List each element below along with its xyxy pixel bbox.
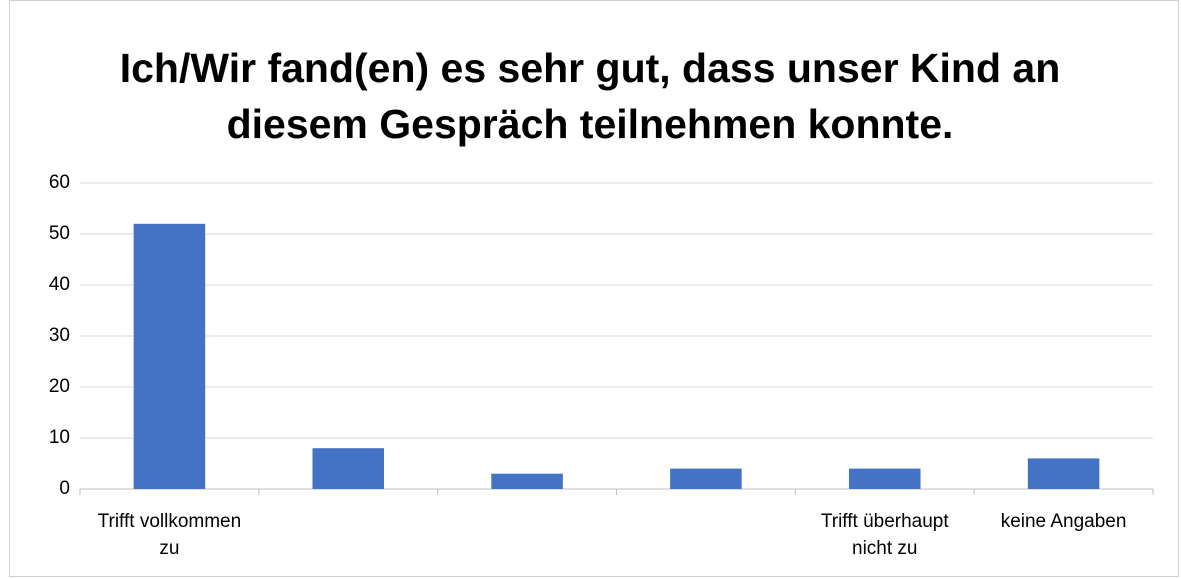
y-tick-label: 30 — [49, 325, 70, 346]
bar — [670, 468, 742, 489]
chart-frame — [9, 0, 1179, 577]
y-tick-label: 10 — [49, 427, 70, 448]
bar — [848, 468, 921, 489]
bar — [133, 223, 206, 490]
y-tick-label: 60 — [49, 172, 70, 193]
x-tick-label: Trifft vollkommen zu — [97, 511, 242, 559]
bar — [312, 448, 385, 489]
bar — [1027, 458, 1100, 489]
y-tick-label: 20 — [49, 376, 70, 397]
y-tick-label: 40 — [49, 274, 70, 295]
chart-title: Ich/Wir fand(en) es sehr gut, dass unser… — [119, 45, 1061, 147]
x-tick-label: Trifft überhaupt nicht zu — [820, 511, 949, 559]
bar — [491, 473, 563, 489]
y-tick-label: 50 — [49, 223, 70, 244]
y-tick-label: 0 — [59, 478, 70, 499]
x-tick-label: keine Angaben — [1000, 511, 1127, 532]
